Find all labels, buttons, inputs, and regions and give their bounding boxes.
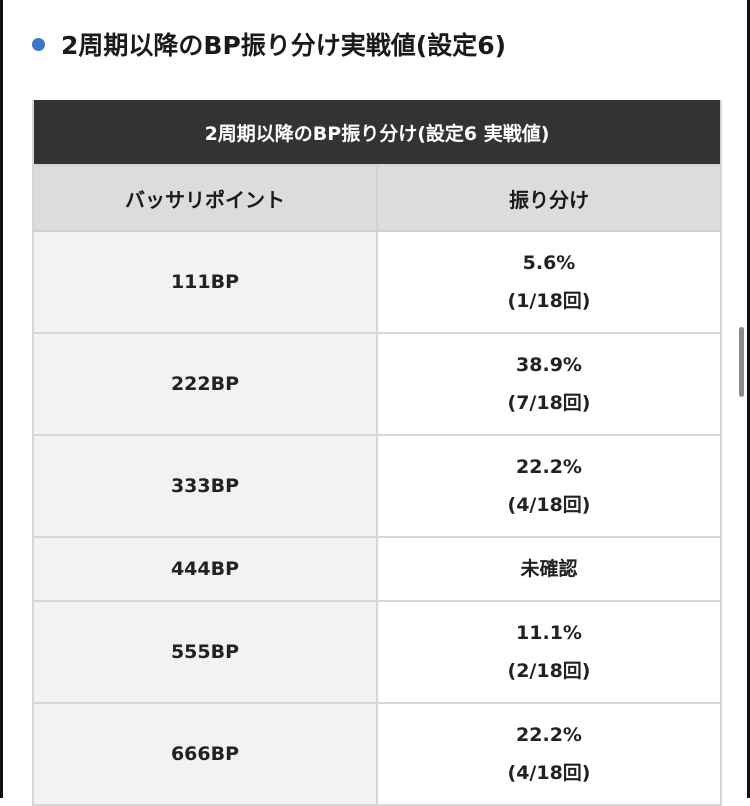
- distribution-percent: 22.2%: [516, 724, 582, 746]
- table-row: 333BP 22.2% (4/18回): [34, 435, 720, 538]
- section-heading: 2周期以降のBP振り分け実戦値(設定6): [32, 26, 506, 62]
- distribution-percent: 11.1%: [516, 622, 582, 644]
- column-header-bp: バッサリポイント: [34, 165, 378, 232]
- section-title: 2周期以降のBP振り分け実戦値(設定6): [61, 31, 507, 60]
- distribution-percent: 38.9%: [516, 354, 582, 376]
- bp-cell: 666BP: [34, 703, 378, 806]
- distribution-status: 未確認: [520, 558, 578, 580]
- distribution-cell: 11.1% (2/18回): [377, 601, 720, 704]
- table-row: 444BP 未確認: [34, 537, 720, 602]
- bp-cell: 222BP: [34, 333, 378, 436]
- distribution-count: (1/18回): [507, 290, 591, 312]
- bp-cell: 111BP: [34, 231, 378, 334]
- distribution-cell: 未確認: [377, 537, 720, 602]
- distribution-percent: 22.2%: [516, 456, 582, 478]
- table-row: 111BP 5.6% (1/18回): [34, 231, 720, 334]
- distribution-count: (4/18回): [507, 494, 591, 516]
- distribution-cell: 5.6% (1/18回): [377, 231, 720, 334]
- table-row: 666BP 22.2% (4/18回): [34, 703, 720, 806]
- distribution-count: (4/18回): [507, 762, 591, 784]
- window-frame-right: [747, 0, 750, 798]
- distribution-cell: 22.2% (4/18回): [377, 703, 720, 806]
- distribution-cell: 38.9% (7/18回): [377, 333, 720, 436]
- table-row: 555BP 11.1% (2/18回): [34, 601, 720, 704]
- column-header-distribution: 振り分け: [377, 165, 720, 232]
- bp-distribution-table: 2周期以降のBP振り分け(設定6 実戦値) バッサリポイント 振り分け 111B…: [34, 100, 720, 806]
- bp-cell: 444BP: [34, 537, 378, 602]
- distribution-count: (7/18回): [507, 392, 591, 414]
- distribution-percent: 5.6%: [522, 252, 576, 274]
- table-row: 222BP 38.9% (7/18回): [34, 333, 720, 436]
- bp-cell: 333BP: [34, 435, 378, 538]
- table-caption: 2周期以降のBP振り分け(設定6 実戦値): [34, 100, 720, 166]
- bp-cell: 555BP: [34, 601, 378, 704]
- window-frame-left: [0, 0, 3, 798]
- bp-distribution-table-container: 2周期以降のBP振り分け(設定6 実戦値) バッサリポイント 振り分け 111B…: [32, 100, 722, 806]
- vertical-scrollbar-thumb[interactable]: [739, 327, 744, 397]
- distribution-count: (2/18回): [507, 660, 591, 682]
- bullet-dot-icon: [32, 37, 45, 51]
- distribution-cell: 22.2% (4/18回): [377, 435, 720, 538]
